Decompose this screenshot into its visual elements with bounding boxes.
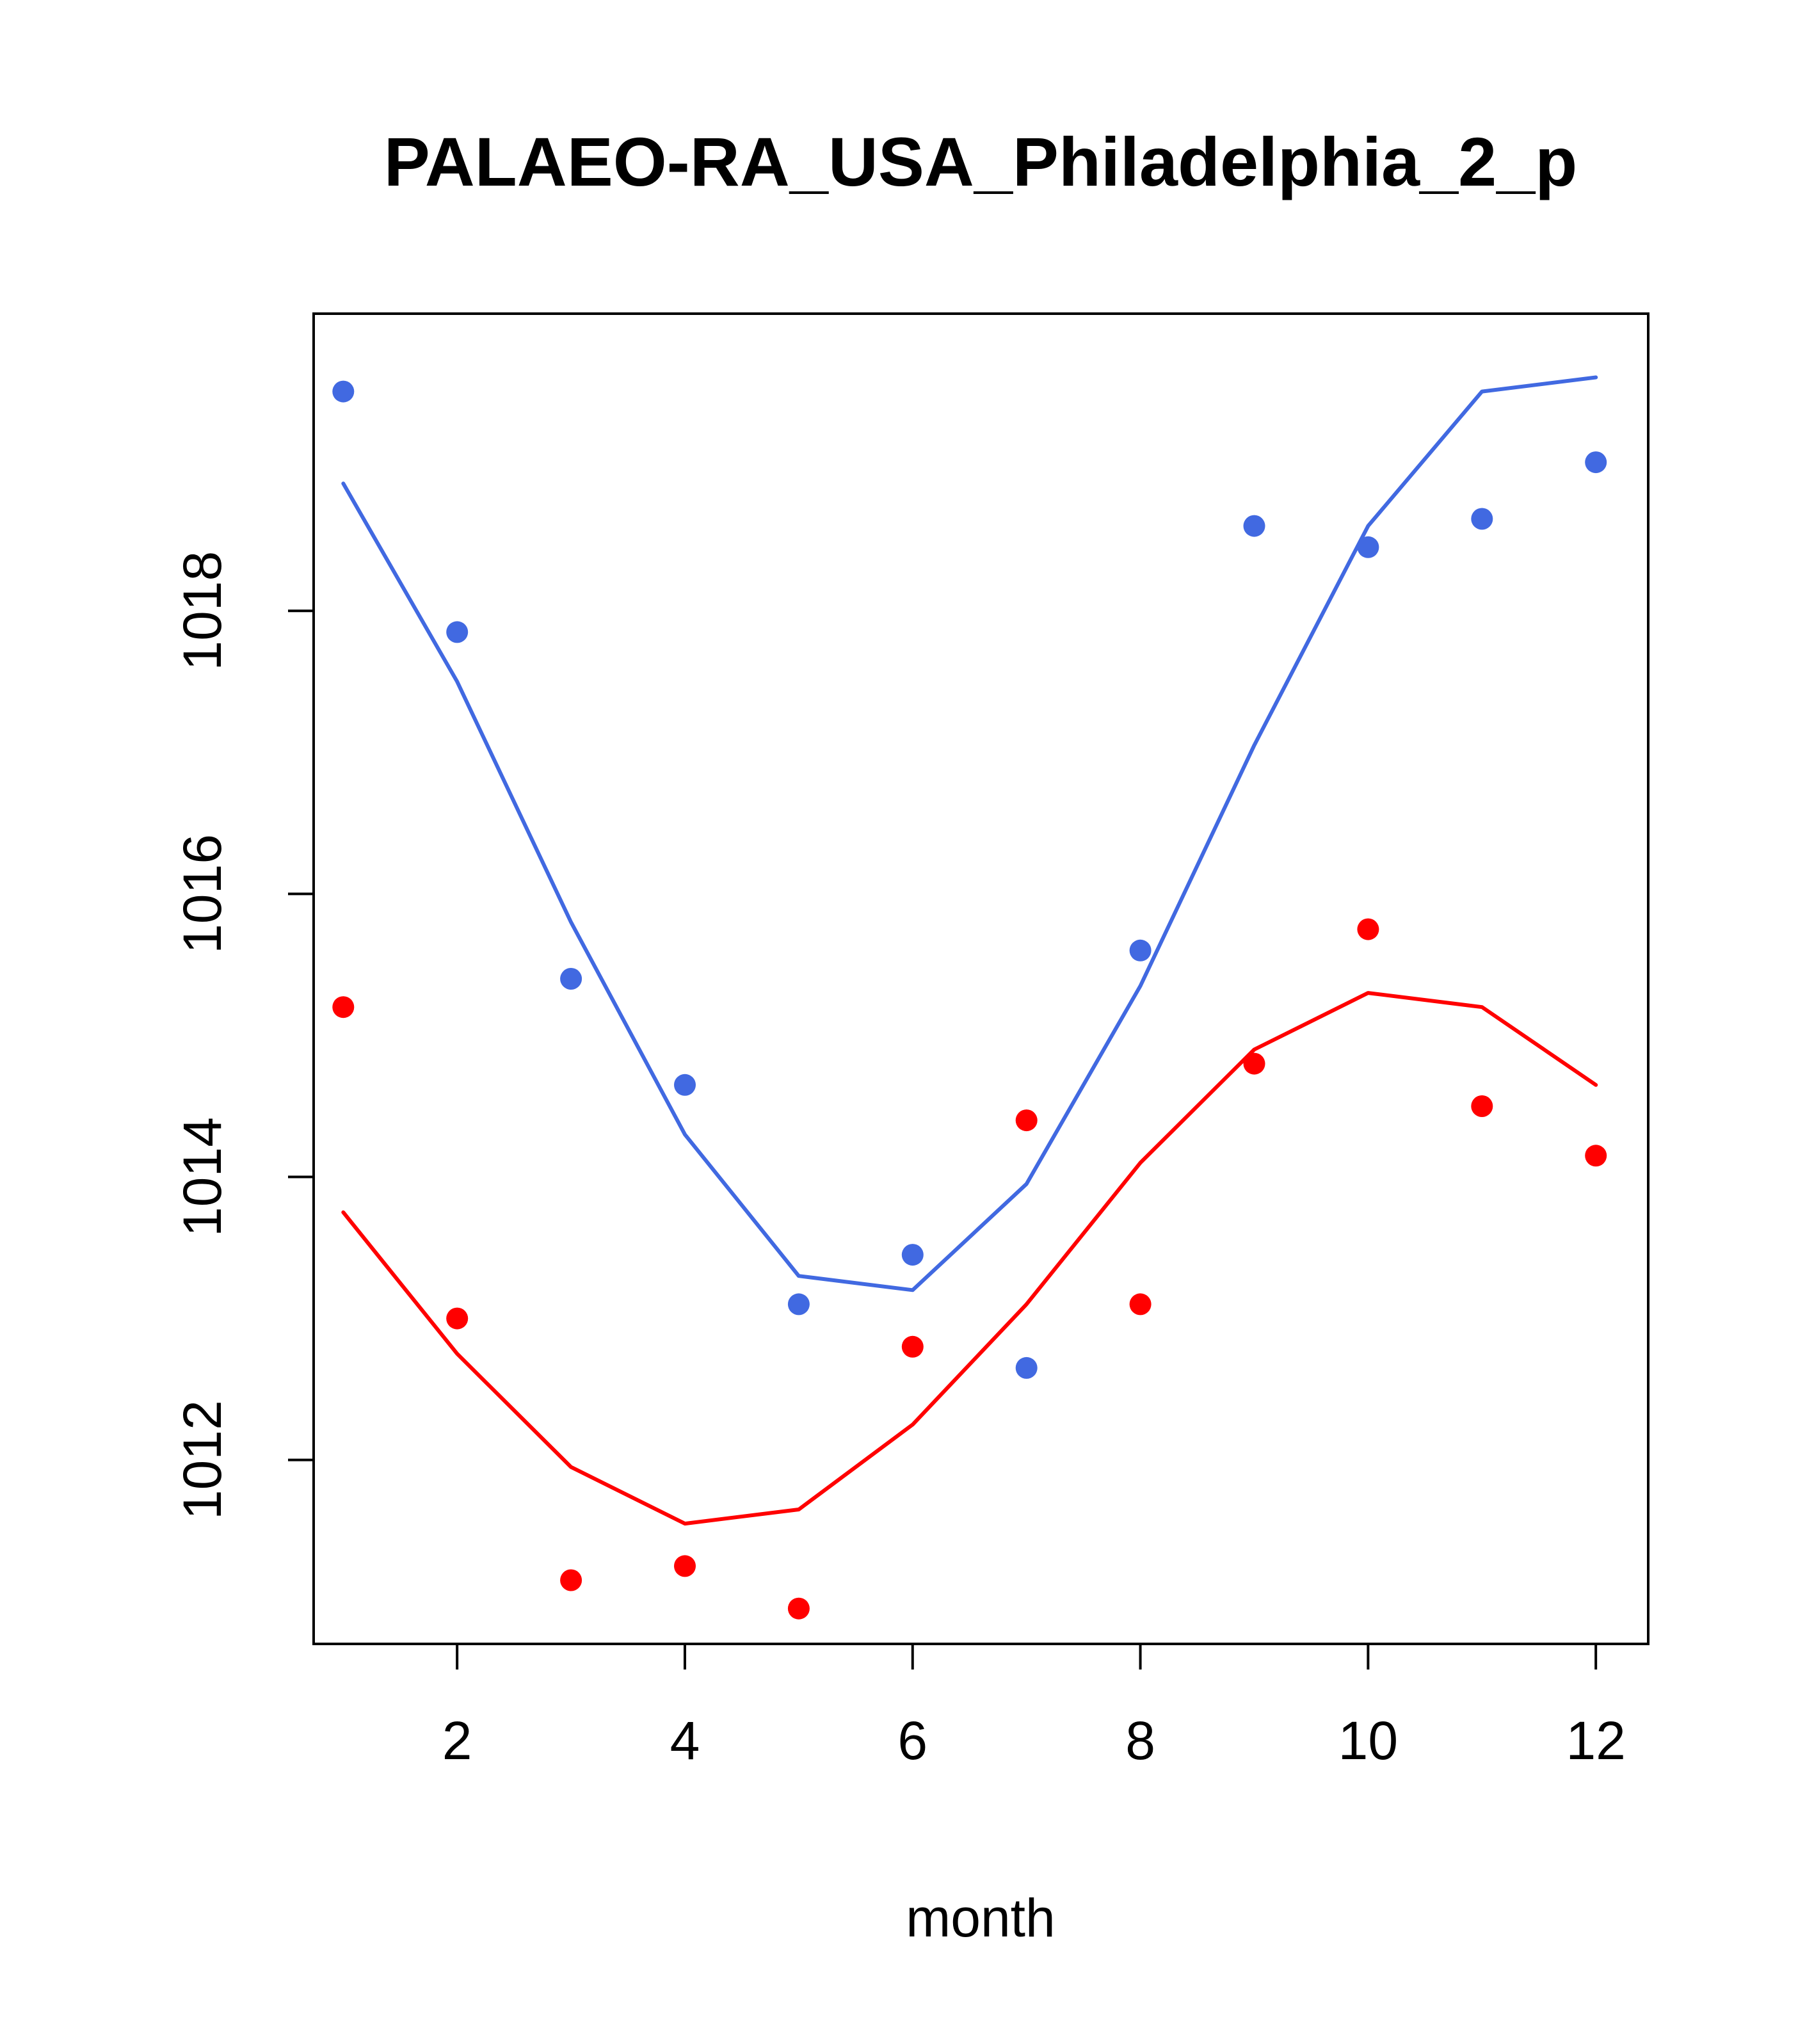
y-tick-label-1016: 1016 bbox=[172, 834, 232, 954]
data-point-red-3 bbox=[560, 1569, 582, 1591]
x-tick-label-6: 6 bbox=[897, 1710, 927, 1771]
y-tick-label-1012: 1012 bbox=[172, 1400, 232, 1520]
data-point-red-2 bbox=[446, 1307, 469, 1330]
x-tick-label-10: 10 bbox=[1338, 1710, 1398, 1771]
x-axis-label: month bbox=[906, 1888, 1055, 1948]
data-point-blue-10 bbox=[1357, 536, 1379, 558]
data-point-red-6 bbox=[901, 1335, 924, 1358]
data-point-blue-12 bbox=[1585, 451, 1607, 474]
data-point-blue-9 bbox=[1243, 515, 1265, 537]
x-tick-label-8: 8 bbox=[1125, 1710, 1155, 1771]
x-tick-label-2: 2 bbox=[442, 1710, 472, 1771]
data-point-blue-8 bbox=[1129, 939, 1152, 962]
series-layer bbox=[332, 375, 1607, 1620]
series-line-red bbox=[341, 991, 1598, 1526]
data-point-blue-6 bbox=[901, 1244, 924, 1266]
series-line-blue bbox=[341, 375, 1598, 1292]
data-point-red-5 bbox=[787, 1597, 810, 1620]
data-point-blue-2 bbox=[446, 621, 469, 643]
data-point-blue-7 bbox=[1015, 1356, 1038, 1379]
y-tick-label-1018: 1018 bbox=[172, 551, 232, 671]
y-axis: 1012 1014 1016 1018 bbox=[172, 551, 315, 1520]
data-point-red-8 bbox=[1129, 1293, 1152, 1316]
x-axis: 2 4 6 8 10 12 bbox=[442, 1643, 1626, 1771]
data-point-red-11 bbox=[1471, 1095, 1493, 1117]
data-point-blue-3 bbox=[560, 968, 582, 990]
data-point-red-12 bbox=[1585, 1145, 1607, 1167]
x-tick-label-4: 4 bbox=[670, 1710, 700, 1771]
x-tick-label-12: 12 bbox=[1566, 1710, 1625, 1771]
data-point-blue-4 bbox=[674, 1074, 696, 1096]
data-point-red-4 bbox=[674, 1555, 696, 1577]
data-point-blue-1 bbox=[332, 380, 355, 403]
data-point-blue-11 bbox=[1471, 508, 1493, 530]
data-point-blue-5 bbox=[787, 1293, 810, 1316]
data-point-red-7 bbox=[1015, 1109, 1038, 1132]
data-point-red-10 bbox=[1357, 918, 1379, 940]
y-tick-label-1014: 1014 bbox=[172, 1117, 232, 1237]
chart-title: PALAEO-RA_USA_Philadelphia_2_p bbox=[384, 123, 1577, 200]
data-point-red-9 bbox=[1243, 1052, 1265, 1075]
data-point-red-1 bbox=[332, 996, 355, 1018]
